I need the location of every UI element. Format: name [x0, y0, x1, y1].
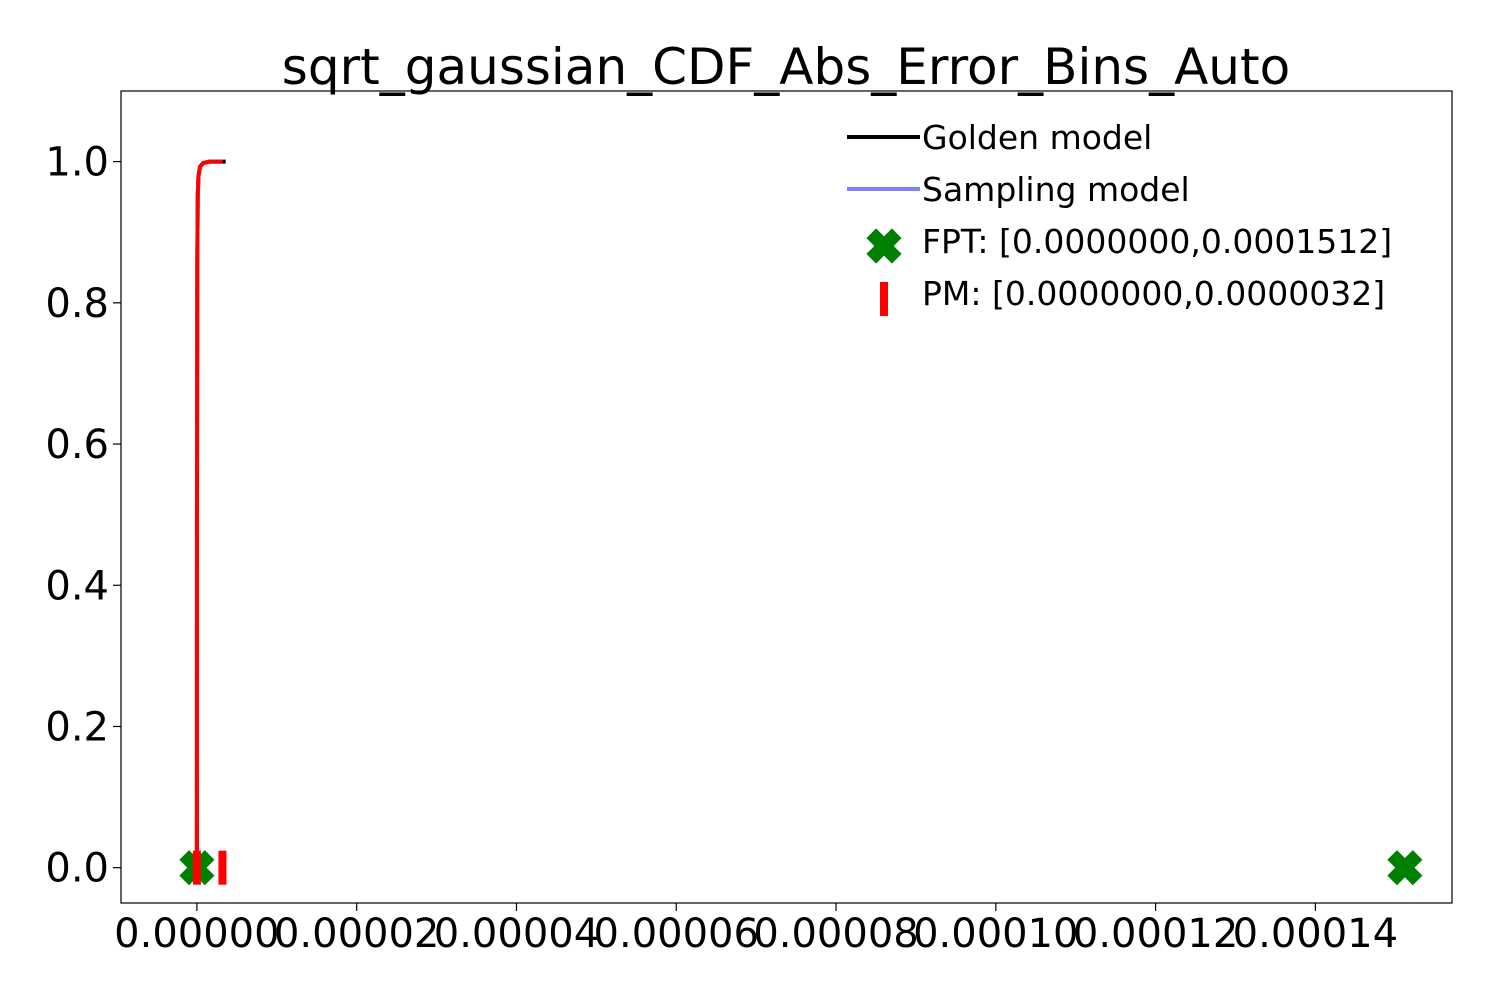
data-layer [179, 159, 1423, 886]
series-sampling-model-line [194, 159, 223, 868]
series-pm-marker [192, 850, 201, 885]
x-tick-label: 0.00006 [594, 911, 759, 957]
y-tick-label: 0.0 [45, 846, 109, 892]
legend-label: PM: [0.0000000,0.0000032] [922, 274, 1385, 313]
legend: Golden model Sampling model FPT: [0.000000… [847, 118, 1392, 316]
chart-title: sqrt_gaussian_CDF_Abs_Error_Bins_Auto [282, 38, 1290, 96]
legend-x-marker [866, 228, 902, 264]
legend-item: FPT: [0.0000000,0.0001512] [866, 222, 1392, 264]
series-fpt-marker [1387, 850, 1423, 886]
x-tick-label: 0.00000 [114, 911, 279, 957]
legend-item: Sampling model [847, 170, 1190, 209]
y-tick-label: 1.0 [45, 140, 109, 186]
series-golden-model-line [194, 159, 226, 868]
plot-area [179, 159, 1423, 886]
x-tick-label: 0.00002 [274, 911, 439, 957]
y-tick-label: 0.6 [45, 422, 109, 468]
x-tick-label: 0.00012 [1073, 911, 1238, 957]
y-tick-label: 0.4 [45, 563, 109, 609]
y-tick-label: 0.2 [45, 704, 109, 750]
legend-label: Sampling model [922, 170, 1190, 209]
x-tick-label: 0.00014 [1233, 911, 1398, 957]
axes-frame [120, 90, 1453, 904]
series-pm-marker [218, 850, 227, 885]
y-tick-label: 0.8 [45, 281, 109, 327]
legend-item: Golden model [847, 118, 1152, 157]
legend-x-marker-bar-b [866, 228, 902, 264]
legend-pm-marker [880, 282, 888, 316]
legend-label: Golden model [922, 118, 1152, 157]
x-tick-label: 0.00010 [913, 911, 1078, 957]
legend-item: PM: [0.0000000,0.0000032] [880, 274, 1385, 316]
x-tick-label: 0.00008 [753, 911, 918, 957]
series-overlay-2-line [194, 159, 223, 868]
series-fpt-marker-bar-b [1387, 850, 1423, 886]
axes: 0.000000.000020.000040.000060.000080.000… [45, 90, 1453, 957]
legend-label: FPT: [0.0000000,0.0001512] [922, 222, 1392, 261]
x-tick-label: 0.00004 [434, 911, 599, 957]
